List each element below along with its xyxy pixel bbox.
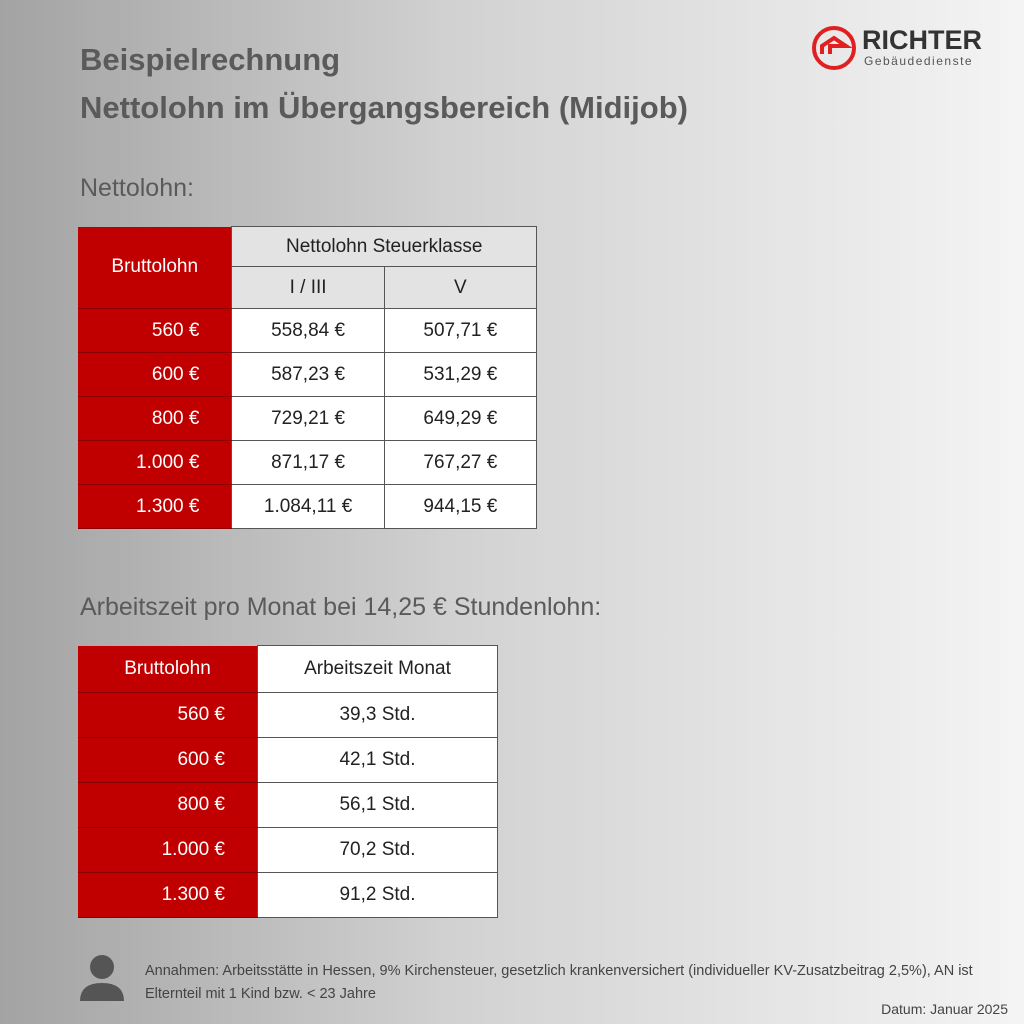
logo-name: RICHTER [862,25,982,55]
title: Nettolohn im Übergangsbereich (Midijob) [80,90,688,125]
row: 1.300 €91,2 Std. [78,872,498,918]
cell: 42,1 Std. [257,737,498,783]
hours-table: Bruttolohn Arbeitszeit Monat 560 €39,3 Std… [78,645,498,918]
footnote: Annahmen: Arbeitsstätte in Hessen, 9% Ki… [145,963,973,1002]
row: 600 €42,1 Std. [78,737,498,783]
header-row: Bruttolohn Nettolohn Steuerklasse [78,226,537,309]
header-row: Bruttolohn Arbeitszeit Monat [78,645,498,693]
cell: 560 € [78,308,232,353]
person-icon [80,955,124,1001]
cell: 800 € [78,396,232,441]
cell: 56,1 Std. [257,782,498,828]
cell: 600 € [78,737,258,783]
header-cell: V [383,266,538,309]
section-heading: Arbeitszeit pro Monat bei 14,25 € Stunde… [80,593,602,621]
header-cell: Arbeitszeit Monat [257,645,498,693]
row: 560 €39,3 Std. [78,692,498,738]
row: 600 €587,23 €531,29 € [78,352,538,397]
cell: 531,29 € [383,352,538,397]
cell: 1.000 € [78,440,232,485]
row: 1.000 €70,2 Std. [78,827,498,873]
header-cell: Bruttolohn [78,226,232,309]
section-heading: Nettolohn: [80,174,194,202]
row: 800 €56,1 Std. [78,782,498,828]
cell: 558,84 € [231,308,385,353]
logo: RICHTER Gebäudedienste [812,25,982,70]
title: Beispielrechnung [80,42,341,77]
cell: 600 € [78,352,232,397]
cell: 729,21 € [231,396,385,441]
cell: 1.084,11 € [231,484,385,529]
logo-subtitle: Gebäudedienste [864,54,973,68]
cell: 871,17 € [231,440,385,485]
header-cell: I / III [231,266,385,309]
cell: 507,71 € [383,308,538,353]
cell: 944,15 € [383,484,538,529]
row: 1.000 €871,17 €767,27 € [78,440,538,485]
row: 560 €558,84 €507,71 € [78,308,538,353]
header-cell: Nettolohn Steuerklasse [231,226,537,267]
cell: 39,3 Std. [257,692,498,738]
cell: 70,2 Std. [257,827,498,873]
row: 800 €729,21 €649,29 € [78,396,538,441]
cell: 91,2 Std. [257,872,498,918]
date: Datum: Januar 2025 [881,1001,1008,1017]
cell: 649,29 € [383,396,538,441]
cell: 560 € [78,692,258,738]
row: 1.300 €1.084,11 €944,15 € [78,484,538,529]
cell: 1.300 € [78,484,232,529]
cell: 1.000 € [78,827,258,873]
cell: 800 € [78,782,258,828]
cell: 767,27 € [383,440,538,485]
cell: 587,23 € [231,352,385,397]
header-cell: Bruttolohn [78,645,258,693]
cell: 1.300 € [78,872,258,918]
net-table: Bruttolohn Nettolohn Steuerklasse I / III V… [78,226,538,529]
